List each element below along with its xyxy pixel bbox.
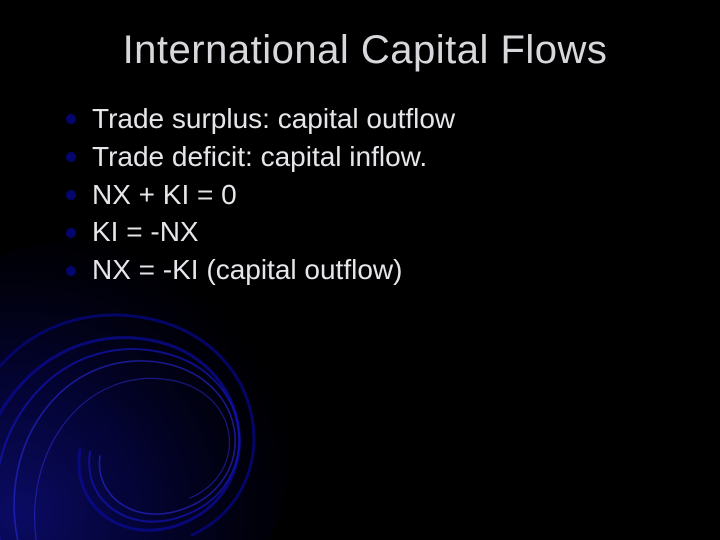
bullet-item: Trade surplus: capital outflow (66, 101, 670, 137)
bullet-item: NX + KI = 0 (66, 177, 670, 213)
bullet-item: Trade deficit: capital inflow. (66, 139, 670, 175)
bullet-item: KI = -NX (66, 214, 670, 250)
slide-title: International Capital Flows (60, 28, 670, 73)
bullet-list: Trade surplus: capital outflow Trade def… (60, 101, 670, 288)
slide: International Capital Flows Trade surplu… (0, 0, 720, 540)
bullet-item: NX = -KI (capital outflow) (66, 252, 670, 288)
